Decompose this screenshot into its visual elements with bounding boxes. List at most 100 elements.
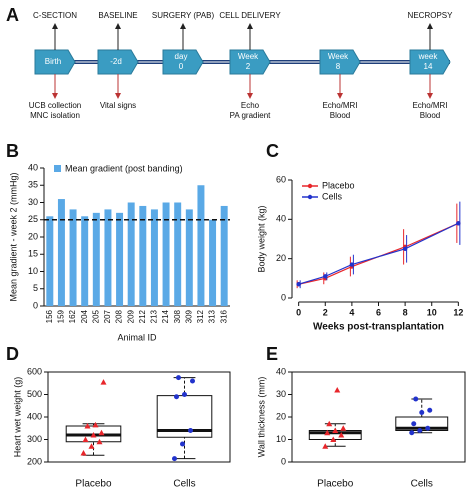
timeline-box: [34, 49, 76, 75]
x-axis-title: Animal ID: [117, 332, 157, 342]
x-tick-label: Cells: [411, 479, 433, 490]
legend-label: Placebo: [322, 180, 355, 190]
point: [190, 378, 195, 384]
x-tick-label: Placebo: [75, 479, 112, 490]
bar: [162, 202, 170, 306]
legend-swatch: [54, 165, 61, 172]
point: [332, 427, 339, 433]
point: [340, 425, 347, 431]
point: [100, 379, 107, 385]
point: [172, 456, 177, 462]
y-tick-label: 20: [276, 411, 286, 421]
event-label: CELL DELIVERY: [219, 11, 281, 20]
box-label: 0: [179, 62, 184, 71]
x-tick-label: 212: [138, 309, 147, 323]
bar: [197, 185, 205, 306]
x-tick-label: 162: [68, 309, 77, 323]
y-tick-label: 5: [33, 283, 38, 293]
plot-frame: [291, 371, 466, 463]
point: [80, 450, 87, 456]
bar: [92, 212, 100, 306]
bar: [209, 219, 217, 306]
x-tick-label: 209: [126, 309, 135, 323]
panel-letter: A: [6, 5, 19, 25]
y-tick-label: 30: [28, 197, 38, 207]
box-label: Week: [238, 52, 259, 61]
bar: [57, 199, 65, 306]
measure-label: UCB collection: [29, 101, 81, 110]
x-tick-label: 316: [219, 309, 228, 323]
event-label: C-SECTION: [33, 11, 77, 20]
bar: [150, 209, 158, 306]
y-tick-label: 25: [28, 214, 38, 224]
point: [411, 421, 417, 427]
series-line: [298, 222, 459, 285]
measure-label: PA gradient: [230, 111, 272, 120]
legend-marker: [307, 194, 313, 200]
x-tick-label: 159: [57, 309, 66, 323]
bar: [139, 205, 147, 306]
x-tick-label: 4: [349, 307, 354, 317]
y-tick-label: 30: [276, 389, 286, 399]
panel-letter: E: [266, 344, 278, 364]
y-tick-label: 0: [281, 292, 286, 302]
y-tick-label: 10: [276, 434, 286, 444]
measure-label: MNC isolation: [30, 111, 80, 120]
x-tick-label: 308: [173, 309, 182, 323]
measure-label: Echo/MRI: [412, 101, 447, 110]
x-tick-label: 208: [115, 309, 124, 323]
marker: [456, 221, 461, 226]
legend-label: Cells: [322, 191, 343, 201]
point: [180, 441, 185, 447]
legend-marker: [307, 183, 313, 189]
y-axis-title: Wall thickness (mm): [256, 377, 266, 458]
y-tick-label: 10: [28, 266, 38, 276]
x-tick-label: 2: [323, 307, 328, 317]
bar: [185, 209, 193, 306]
box-label: -2d: [110, 57, 122, 66]
measure-label: Blood: [420, 111, 440, 120]
measure-label: Echo/MRI: [322, 101, 357, 110]
bar: [104, 209, 112, 306]
y-tick-label: 20: [276, 253, 286, 263]
panel-letter: B: [6, 141, 19, 161]
y-tick-label: 20: [28, 231, 38, 241]
point: [413, 396, 419, 402]
y-tick-label: 0: [33, 300, 38, 310]
bar: [46, 216, 54, 306]
measure-label: Echo: [241, 101, 260, 110]
point: [174, 394, 179, 400]
box-label: 8: [336, 62, 341, 71]
panel-letter: C: [266, 141, 279, 161]
point: [409, 430, 415, 436]
x-tick-label: 10: [427, 307, 437, 317]
point: [425, 425, 431, 431]
point: [334, 387, 341, 393]
marker: [402, 246, 408, 252]
bar: [220, 205, 228, 306]
x-tick-label: 214: [161, 309, 170, 323]
timeline-box: [409, 49, 451, 75]
point: [338, 432, 345, 438]
measure-label: Vital signs: [100, 101, 136, 110]
series-line: [298, 222, 459, 285]
event-label: BASELINE: [98, 11, 137, 20]
y-tick-label: 200: [27, 456, 42, 466]
box-label: Week: [328, 52, 349, 61]
y-tick-label: 500: [27, 389, 42, 399]
bar: [174, 202, 182, 306]
panel-letter: D: [6, 344, 19, 364]
x-tick-label: 207: [103, 309, 112, 323]
timeline-box: [229, 49, 271, 75]
point: [322, 443, 329, 449]
timeline-box: [162, 49, 204, 75]
point: [84, 423, 91, 429]
box-label: Birth: [45, 57, 61, 66]
x-tick-label: 204: [80, 309, 89, 323]
point: [188, 428, 193, 433]
x-tick-label: Placebo: [317, 479, 354, 490]
y-axis-title: Heart wet weight (g): [12, 377, 22, 458]
bar: [127, 202, 135, 306]
x-axis-title: Weeks post-transplantation: [313, 322, 444, 333]
